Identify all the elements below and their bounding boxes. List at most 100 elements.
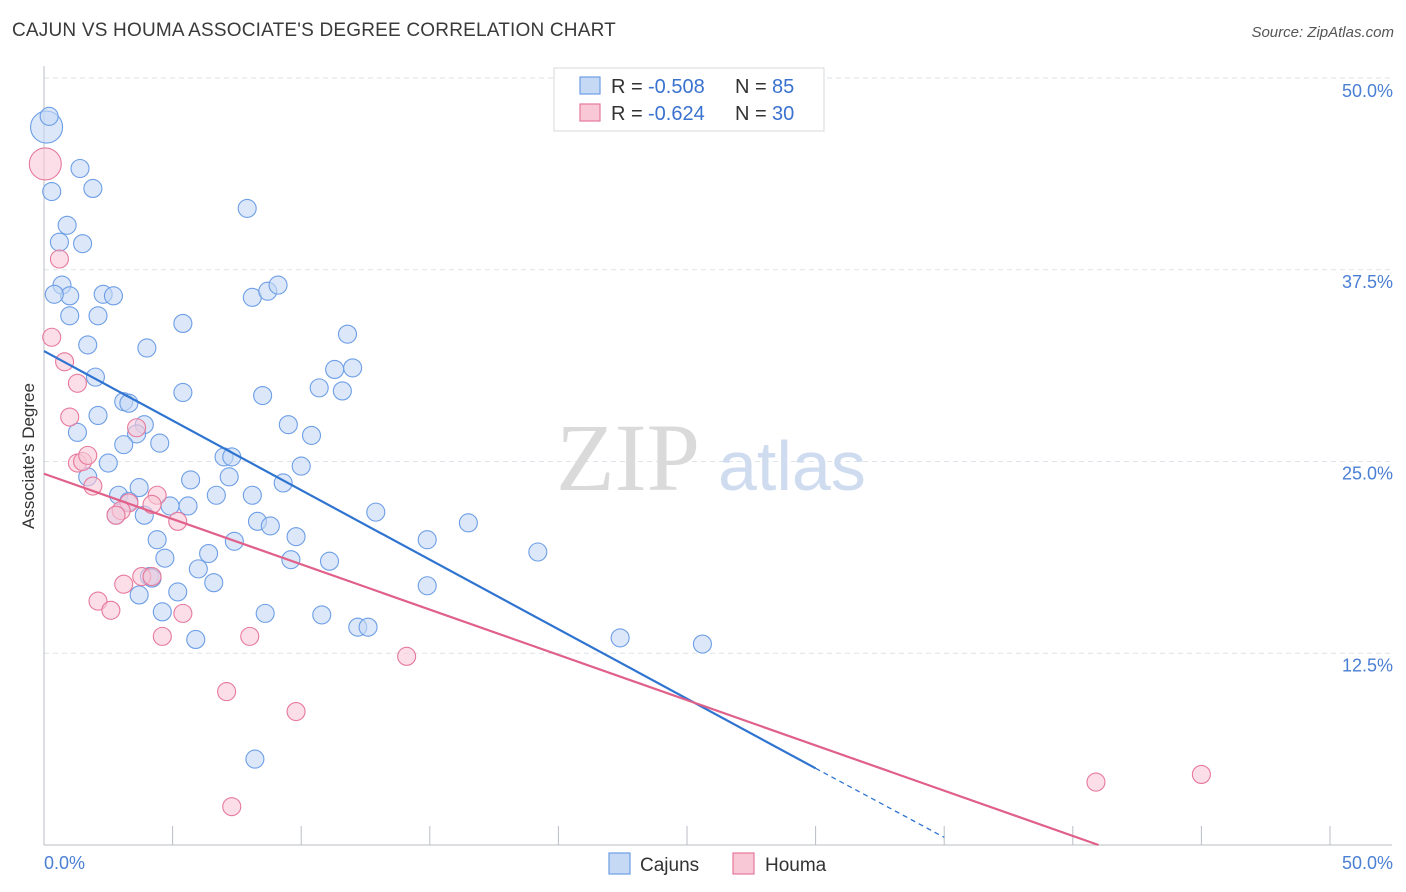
cajuns-point: [245, 749, 265, 769]
cajuns-point: [268, 275, 288, 295]
houma-point: [152, 626, 172, 646]
cajuns-point: [39, 106, 59, 126]
cajuns-point: [57, 215, 77, 235]
cajuns-point: [173, 382, 193, 403]
houma-point: [42, 327, 62, 347]
cajuns-point: [173, 313, 193, 333]
watermark-atlas: atlas: [718, 427, 866, 505]
legend-r-value-cajuns: -0.508: [648, 76, 705, 98]
cajuns-trend-extension: [815, 767, 945, 838]
cajuns-point: [42, 181, 62, 202]
cajuns-point: [253, 385, 273, 406]
bottom-legend-label-houma: Houma: [765, 855, 827, 876]
houma-point: [142, 494, 162, 515]
cajuns-point: [301, 425, 322, 445]
houma-point: [286, 701, 306, 722]
cajuns-point: [286, 527, 306, 547]
cajuns-point: [129, 478, 149, 498]
cajuns-point: [255, 603, 275, 623]
cajuns-point: [260, 516, 280, 536]
cajuns-point: [88, 306, 108, 326]
legend-swatch-houma: [579, 103, 601, 122]
cajuns-point: [319, 551, 340, 571]
cajuns-point: [528, 542, 548, 562]
cajuns-point: [70, 158, 90, 179]
cajuns-trend-line: [43, 350, 817, 770]
houma-point: [217, 682, 237, 702]
houma-point: [127, 418, 147, 438]
y-tick-label: 25.0%: [1342, 464, 1393, 484]
cajuns-point: [155, 548, 175, 568]
legend-r-label-houma: R =: [611, 103, 643, 125]
cajuns-point: [358, 617, 378, 637]
houma-point: [101, 600, 121, 620]
cajuns-point: [291, 456, 311, 476]
grid-lines: [44, 77, 1392, 654]
houma-point: [60, 407, 80, 427]
cajuns-point: [178, 496, 198, 516]
cajuns-point: [114, 435, 134, 455]
cajuns-point: [49, 232, 69, 252]
cajuns-point: [152, 602, 172, 622]
cajuns-point: [83, 178, 103, 198]
houma-point: [67, 373, 87, 393]
legend-n-label-houma: N =: [735, 103, 767, 125]
houma-point: [114, 574, 134, 594]
y-tick-label: 37.5%: [1342, 272, 1393, 292]
cajuns-point: [332, 381, 352, 401]
legend-swatch-cajuns: [579, 76, 601, 95]
cajuns-point: [309, 378, 329, 398]
x-tick-label: 50.0%: [1342, 853, 1393, 873]
cajuns-point: [188, 559, 208, 579]
cajuns-point: [137, 338, 157, 358]
bottom-legend-label-cajuns: Cajuns: [640, 855, 699, 876]
y-axis-label: Associate's Degree: [19, 383, 38, 529]
source-label: Source: ZipAtlas.com: [1251, 24, 1394, 41]
cajuns-point: [78, 335, 98, 355]
cajuns-point: [60, 306, 80, 326]
cajuns-point: [312, 605, 332, 625]
chart-title: CAJUN VS HOUMA ASSOCIATE'S DEGREE CORREL…: [12, 20, 616, 41]
bottom-legend-swatch-cajuns: [608, 852, 631, 875]
houma-point: [28, 147, 62, 181]
cajuns-point: [278, 415, 298, 435]
legend-r-label-cajuns: R =: [611, 76, 643, 98]
houma-point: [88, 591, 108, 611]
bottom-legend-swatch-houma: [732, 852, 755, 875]
houma-point: [78, 445, 98, 465]
houma-point: [222, 797, 242, 817]
cajuns-point: [147, 530, 167, 550]
cajuns-point: [186, 629, 206, 649]
cajuns-point: [219, 467, 239, 487]
cajuns-point: [458, 513, 478, 533]
houma-point: [240, 626, 260, 646]
legend-box: R = -0.508 N = 85 R = -0.624 N = 30: [553, 67, 825, 132]
cajuns-point: [181, 470, 201, 490]
legend-n-label-cajuns: N =: [735, 76, 767, 98]
houma-point: [1191, 764, 1211, 784]
tick-labels: 12.5% 25.0% 37.5% 50.0% 0.0% 50.0%: [44, 81, 1393, 873]
cajuns-point: [73, 234, 93, 254]
cajuns-point: [168, 582, 188, 602]
watermark-zip: ZIP: [556, 404, 700, 511]
y-tick-label: 12.5%: [1342, 655, 1393, 675]
bottom-legend: Cajuns Houma: [608, 852, 827, 876]
houma-point: [173, 603, 193, 623]
cajuns-point: [325, 359, 345, 380]
cajuns-point: [417, 576, 437, 596]
houma-point: [142, 566, 162, 587]
x-tick-label: 0.0%: [44, 853, 85, 873]
legend-n-value-houma: 30: [772, 103, 794, 125]
houma-point: [397, 646, 417, 666]
cajuns-point: [129, 585, 149, 605]
houma-trend-line: [43, 472, 1099, 847]
cajuns-point: [343, 358, 363, 378]
cajuns-point: [199, 543, 219, 564]
cajuns-point: [692, 634, 712, 654]
cajuns-point: [150, 433, 170, 453]
cajuns-point: [417, 530, 437, 550]
legend-r-value-houma: -0.624: [648, 103, 705, 125]
cajuns-point: [237, 198, 257, 218]
cajuns-point: [98, 453, 118, 473]
